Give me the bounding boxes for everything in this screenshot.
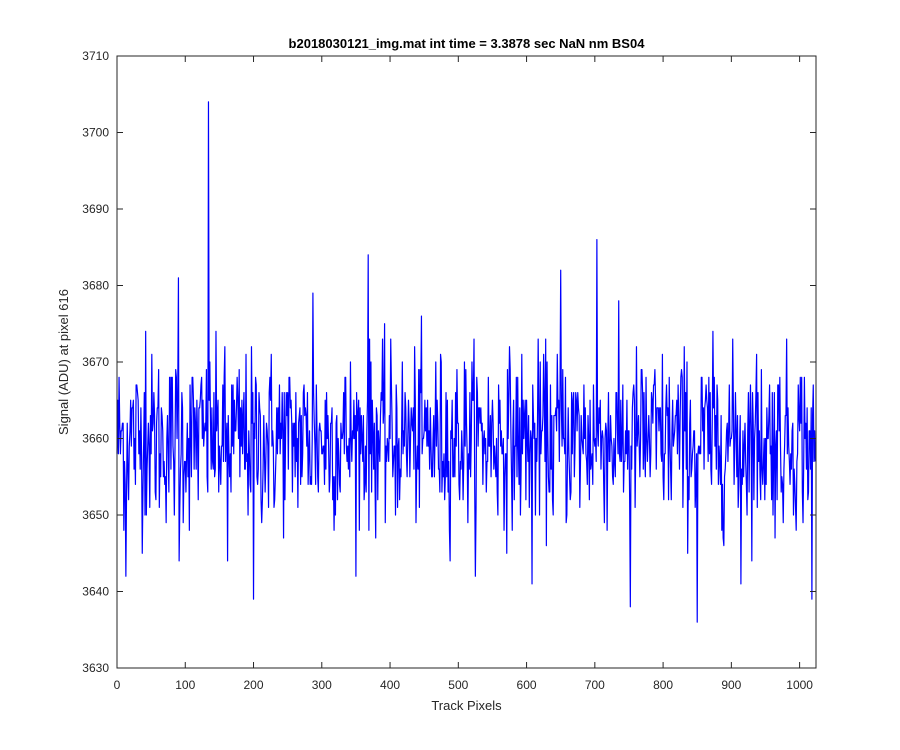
- x-tick-label: 600: [517, 678, 537, 692]
- x-tick-label: 200: [244, 678, 264, 692]
- x-tick-label: 1000: [786, 678, 813, 692]
- x-tick-label: 0: [114, 678, 121, 692]
- x-tick-label: 900: [721, 678, 741, 692]
- x-tick-label: 300: [312, 678, 332, 692]
- signal-line: [116, 101, 816, 623]
- y-tick-label: 3670: [82, 355, 109, 369]
- x-tick-label: 100: [175, 678, 195, 692]
- chart-title: b2018030121_img.mat int time = 3.3878 se…: [289, 36, 646, 51]
- y-tick-label: 3680: [82, 279, 109, 293]
- x-tick-label: 800: [653, 678, 673, 692]
- x-axis-label: Track Pixels: [431, 698, 502, 713]
- x-tick-label: 700: [585, 678, 605, 692]
- x-tick-label: 500: [448, 678, 468, 692]
- y-tick-label: 3690: [82, 202, 109, 216]
- y-axis-label: Signal (ADU) at pixel 616: [56, 289, 71, 435]
- y-tick-label: 3700: [82, 126, 109, 140]
- y-tick-label: 3660: [82, 432, 109, 446]
- x-axis: 0 100 200 300 400 500 600 700 800 900 1000: [114, 56, 813, 692]
- y-tick-label: 3650: [82, 508, 109, 522]
- series-layer: [116, 101, 816, 623]
- x-tick-label: 400: [380, 678, 400, 692]
- y-tick-label: 3630: [82, 661, 109, 675]
- plot-area: [117, 56, 816, 668]
- y-tick-label: 3710: [82, 49, 109, 63]
- y-axis: 3630 3640 3650 3660 3670 3680 3690 3700 3710: [82, 49, 816, 675]
- y-tick-label: 3640: [82, 585, 109, 599]
